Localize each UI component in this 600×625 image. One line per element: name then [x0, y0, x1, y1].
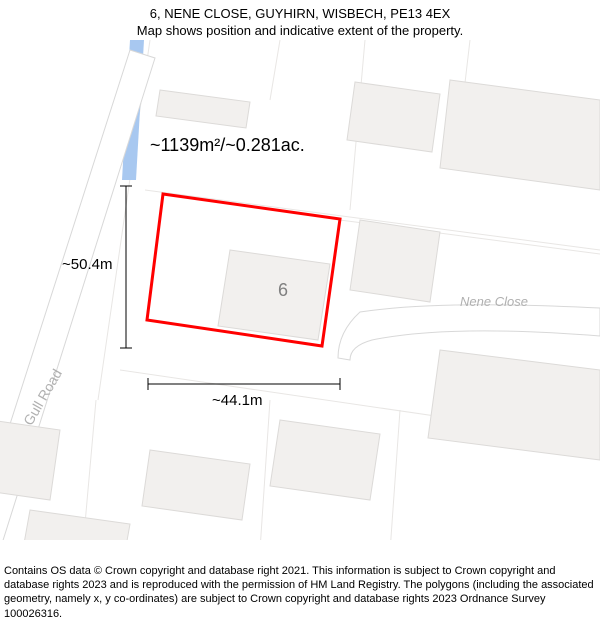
plot-number: 6 — [278, 280, 288, 301]
footer-copyright: Contains OS data © Crown copyright and d… — [4, 564, 596, 621]
nene-close-label: Nene Close — [460, 294, 528, 309]
width-dimension-label: ~44.1m — [212, 392, 262, 409]
header: 6, NENE CLOSE, GUYHIRN, WISBECH, PE13 4E… — [0, 0, 600, 40]
height-dimension-label: ~50.4m — [62, 256, 112, 273]
map-area: ~1139m²/~0.281ac. ~50.4m ~44.1m 6 Gull R… — [0, 40, 600, 540]
area-label: ~1139m²/~0.281ac. — [150, 135, 305, 156]
address-line: 6, NENE CLOSE, GUYHIRN, WISBECH, PE13 4E… — [0, 6, 600, 23]
subtitle-line: Map shows position and indicative extent… — [0, 23, 600, 40]
map-svg — [0, 40, 600, 540]
